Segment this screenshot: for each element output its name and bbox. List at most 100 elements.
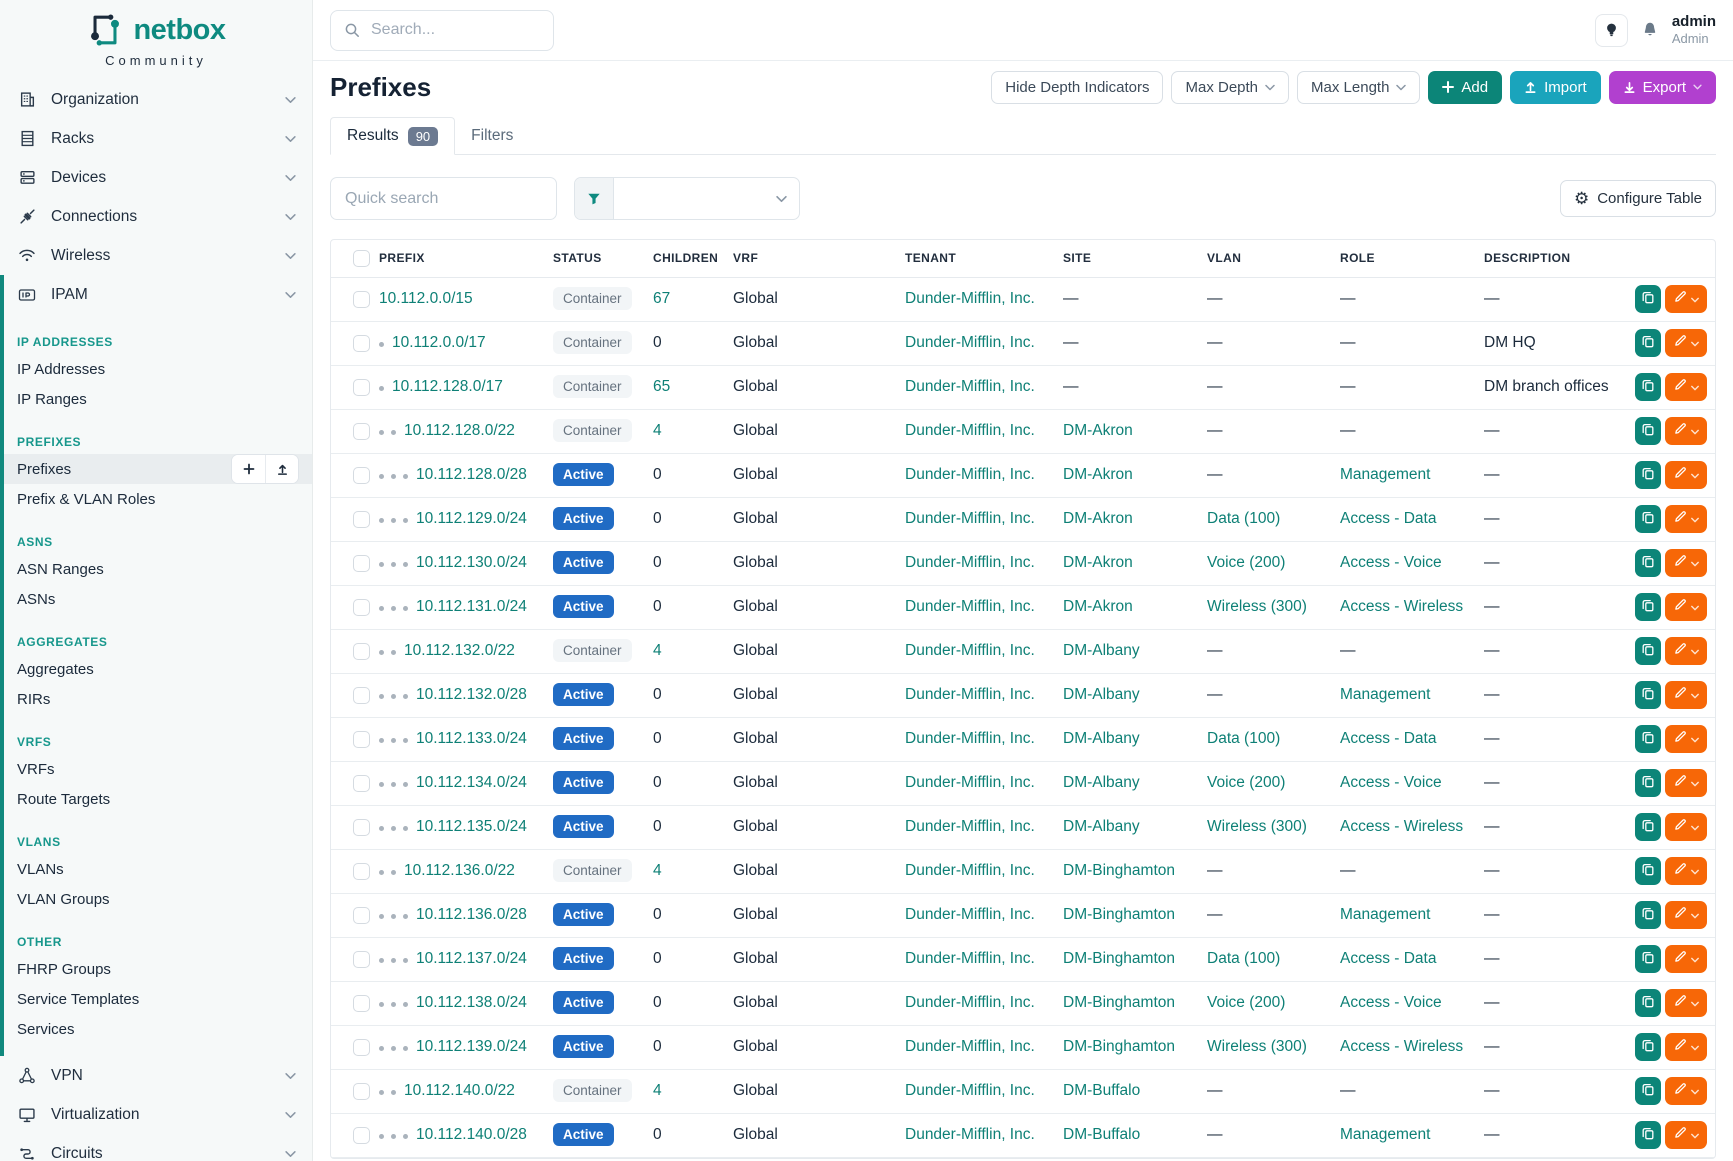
site-link[interactable]: DM-Albany <box>1063 686 1140 703</box>
sidebar-item-rirs[interactable]: RIRs <box>17 690 51 708</box>
sidebar-item-racks[interactable]: Racks <box>0 119 312 158</box>
role-link[interactable]: Access - Data <box>1340 730 1437 747</box>
children-count-link[interactable]: 4 <box>653 642 662 659</box>
row-checkbox[interactable] <box>353 466 370 484</box>
prefix-link[interactable]: 10.112.130.0/24 <box>416 554 527 571</box>
max-depth-dropdown[interactable]: Max Depth <box>1171 70 1290 104</box>
row-checkbox[interactable] <box>353 554 370 572</box>
site-link[interactable]: DM-Albany <box>1063 642 1140 659</box>
quick-add-button[interactable] <box>232 455 265 483</box>
tab-filters[interactable]: Filters <box>471 126 514 144</box>
row-checkbox[interactable] <box>353 1082 370 1100</box>
vlan-link[interactable]: Voice (200) <box>1207 994 1286 1011</box>
edit-button[interactable] <box>1665 901 1707 929</box>
site-link[interactable]: DM-Akron <box>1063 554 1133 571</box>
column-header-status[interactable]: STATUS <box>545 240 645 278</box>
sidebar-item-ip-ranges[interactable]: IP Ranges <box>17 390 87 408</box>
clone-button[interactable] <box>1635 593 1661 621</box>
column-header-prefix[interactable]: PREFIX <box>371 240 545 278</box>
vlan-link[interactable]: Wireless (300) <box>1207 598 1307 615</box>
clone-button[interactable] <box>1635 857 1661 885</box>
site-link[interactable]: DM-Buffalo <box>1063 1126 1141 1143</box>
select-all-checkbox[interactable] <box>353 249 370 267</box>
prefix-link[interactable]: 10.112.134.0/24 <box>416 774 527 791</box>
vlan-link[interactable]: Voice (200) <box>1207 554 1286 571</box>
tenant-link[interactable]: Dunder-Mifflin, Inc. <box>905 290 1035 307</box>
edit-button[interactable] <box>1665 461 1707 489</box>
theme-toggle-button[interactable] <box>1594 13 1628 47</box>
children-count-link[interactable]: 4 <box>653 1082 662 1099</box>
role-link[interactable]: Management <box>1340 906 1431 923</box>
sidebar-item-ip-addresses[interactable]: IP Addresses <box>17 360 106 378</box>
children-count-link[interactable]: 4 <box>653 422 662 439</box>
column-header-tenant[interactable]: TENANT <box>897 240 1055 278</box>
row-checkbox[interactable] <box>353 906 370 924</box>
prefix-link[interactable]: 10.112.0.0/17 <box>392 334 486 351</box>
global-search-input[interactable]: Search... <box>330 9 554 51</box>
clone-button[interactable] <box>1635 285 1661 313</box>
children-count-link[interactable]: 4 <box>653 862 662 879</box>
edit-button[interactable] <box>1665 373 1707 401</box>
sidebar-item-prefix-vlan-roles[interactable]: Prefix & VLAN Roles <box>17 490 156 508</box>
sidebar-item-vlans[interactable]: VLANs <box>17 860 64 878</box>
role-link[interactable]: Access - Voice <box>1340 554 1442 571</box>
row-checkbox[interactable] <box>353 994 370 1012</box>
prefix-link[interactable]: 10.112.129.0/24 <box>416 510 527 527</box>
vlan-link[interactable]: Data (100) <box>1207 950 1281 967</box>
clone-button[interactable] <box>1635 725 1661 753</box>
children-count-link[interactable]: 65 <box>653 378 671 395</box>
role-link[interactable]: Access - Wireless <box>1340 598 1464 615</box>
tenant-link[interactable]: Dunder-Mifflin, Inc. <box>905 510 1035 527</box>
edit-button[interactable] <box>1665 593 1707 621</box>
edit-button[interactable] <box>1665 285 1707 313</box>
clone-button[interactable] <box>1635 373 1661 401</box>
sidebar-item-organization[interactable]: Organization <box>0 80 312 119</box>
edit-button[interactable] <box>1665 857 1707 885</box>
tenant-link[interactable]: Dunder-Mifflin, Inc. <box>905 422 1035 439</box>
sidebar-item-vlan-groups[interactable]: VLAN Groups <box>17 890 110 908</box>
edit-button[interactable] <box>1665 681 1707 709</box>
sidebar-item-wireless[interactable]: Wireless <box>0 236 312 275</box>
quick-search-input[interactable]: Quick search <box>330 177 557 220</box>
column-header-role[interactable]: ROLE <box>1332 240 1476 278</box>
import-button[interactable]: Import <box>1510 70 1601 104</box>
tenant-link[interactable]: Dunder-Mifflin, Inc. <box>905 1038 1035 1055</box>
edit-button[interactable] <box>1665 417 1707 445</box>
column-header-children[interactable]: CHILDREN <box>645 240 725 278</box>
clone-button[interactable] <box>1635 681 1661 709</box>
tenant-link[interactable]: Dunder-Mifflin, Inc. <box>905 554 1035 571</box>
edit-button[interactable] <box>1665 813 1707 841</box>
edit-button[interactable] <box>1665 1033 1707 1061</box>
vlan-link[interactable]: Wireless (300) <box>1207 818 1307 835</box>
prefix-link[interactable]: 10.112.132.0/28 <box>416 686 527 703</box>
edit-button[interactable] <box>1665 945 1707 973</box>
clone-button[interactable] <box>1635 505 1661 533</box>
edit-button[interactable] <box>1665 637 1707 665</box>
vlan-link[interactable]: Data (100) <box>1207 510 1281 527</box>
sidebar-item-fhrp-groups[interactable]: FHRP Groups <box>17 960 111 978</box>
edit-button[interactable] <box>1665 549 1707 577</box>
sidebar-item-ipam[interactable]: IPAM <box>4 275 312 314</box>
clone-button[interactable] <box>1635 549 1661 577</box>
row-checkbox[interactable] <box>353 642 370 660</box>
clone-button[interactable] <box>1635 989 1661 1017</box>
sidebar-item-virtualization[interactable]: Virtualization <box>0 1095 312 1134</box>
edit-button[interactable] <box>1665 1077 1707 1105</box>
sidebar-item-vpn[interactable]: VPN <box>0 1056 312 1095</box>
site-link[interactable]: DM-Akron <box>1063 510 1133 527</box>
prefix-link[interactable]: 10.112.140.0/28 <box>416 1126 527 1143</box>
notifications-button[interactable] <box>1641 21 1659 39</box>
sidebar-item-vrfs[interactable]: VRFs <box>17 760 55 778</box>
row-checkbox[interactable] <box>353 730 370 748</box>
tenant-link[interactable]: Dunder-Mifflin, Inc. <box>905 642 1035 659</box>
column-header-vrf[interactable]: VRF <box>725 240 897 278</box>
sidebar-item-asns[interactable]: ASNs <box>17 590 56 608</box>
tenant-link[interactable]: Dunder-Mifflin, Inc. <box>905 1082 1035 1099</box>
prefix-link[interactable]: 10.112.132.0/22 <box>404 642 515 659</box>
sidebar-item-devices[interactable]: Devices <box>0 158 312 197</box>
tenant-link[interactable]: Dunder-Mifflin, Inc. <box>905 1126 1035 1143</box>
prefix-link[interactable]: 10.112.133.0/24 <box>416 730 527 747</box>
tenant-link[interactable]: Dunder-Mifflin, Inc. <box>905 906 1035 923</box>
sidebar-item-asn-ranges[interactable]: ASN Ranges <box>17 560 104 578</box>
tenant-link[interactable]: Dunder-Mifflin, Inc. <box>905 950 1035 967</box>
